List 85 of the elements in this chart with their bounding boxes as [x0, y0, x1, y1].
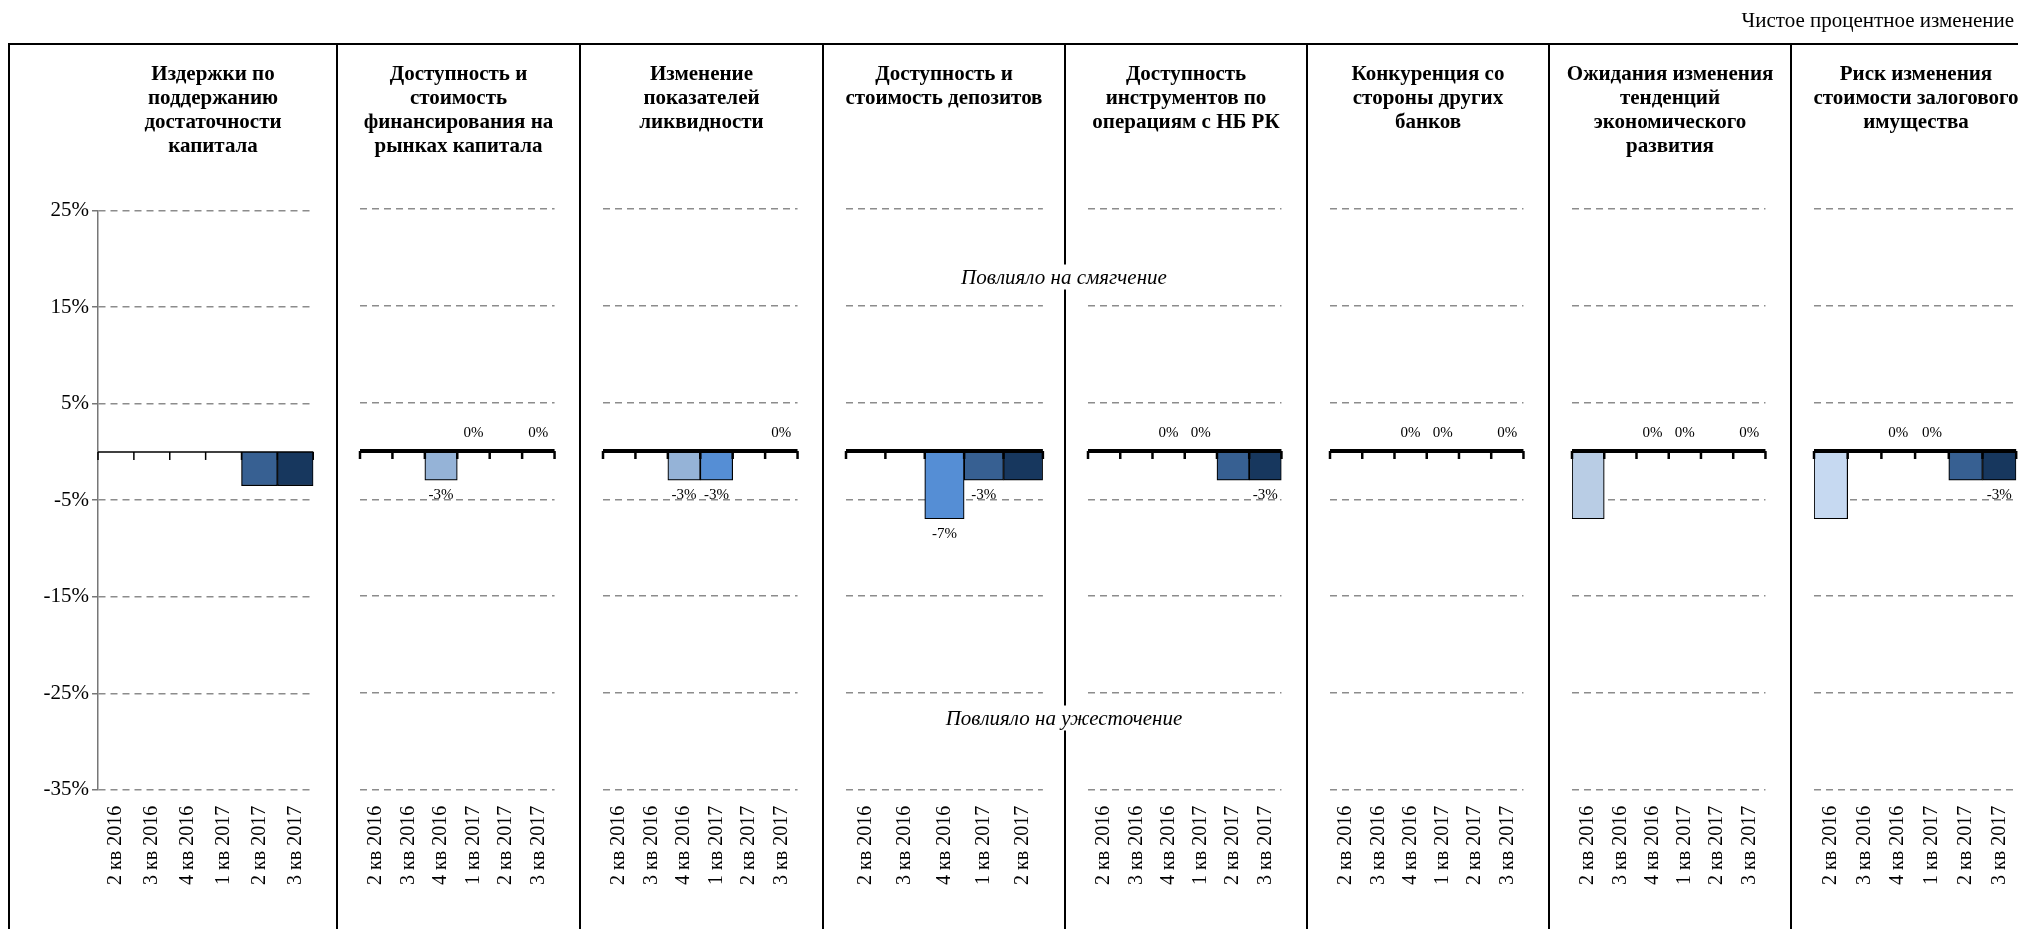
- data-label: -7%: [931, 525, 957, 542]
- chart-title: Доступность и стоимость депозитов: [844, 61, 1044, 109]
- x-tick-label: 4 кв 2016: [931, 805, 954, 886]
- y-tick-label: -25%: [43, 679, 89, 704]
- x-tick-label: 3 кв 2017: [282, 805, 305, 886]
- data-label: 0%: [1921, 424, 1942, 441]
- x-tick-label: 2 кв 2016: [363, 805, 386, 886]
- data-label: 0%: [1432, 424, 1453, 441]
- x-tick-label: 3 кв 2017: [1736, 805, 1759, 886]
- data-label: 0%: [1158, 424, 1179, 441]
- x-tick-label: 4 кв 2016: [1639, 805, 1662, 886]
- data-label: -3%: [1986, 486, 2012, 503]
- data-label: 0%: [1190, 424, 1211, 441]
- x-tick-label: 2 кв 2017: [1462, 805, 1485, 886]
- x-tick-label: 4 кв 2016: [671, 805, 694, 886]
- data-label: -3%: [703, 486, 729, 503]
- annotation: Повлияло на ужесточение: [942, 705, 1186, 731]
- chart-title: Конкуренция со стороны других банков: [1350, 61, 1506, 133]
- y-tick-label: 25%: [50, 197, 89, 222]
- x-tick-label: 3 кв 2016: [139, 805, 162, 886]
- data-label: 0%: [1497, 424, 1518, 441]
- y-tick-label: 5%: [61, 390, 89, 415]
- x-tick-label: 3 кв 2017: [525, 805, 548, 886]
- chart-title: Доступность и стоимость финансирования на рынках капитала: [362, 61, 555, 157]
- x-tick-label: 2 кв 2016: [103, 805, 126, 886]
- data-label: 0%: [463, 424, 484, 441]
- x-tick-label: 2 кв 2016: [606, 805, 629, 886]
- x-tick-label: 4 кв 2016: [428, 805, 451, 886]
- x-tick-label: 1 кв 2017: [210, 805, 233, 886]
- x-tick-label: 3 кв 2017: [1494, 805, 1517, 886]
- x-tick-label: 3 кв 2016: [1607, 805, 1630, 886]
- x-tick-label: 2 кв 2016: [852, 805, 875, 886]
- x-tick-label: 1 кв 2017: [1430, 805, 1453, 886]
- x-tick-label: 2 кв 2016: [1091, 805, 1114, 886]
- x-tick-label: 4 кв 2016: [1155, 805, 1178, 886]
- annotation: Повлияло на смягчение: [958, 264, 1170, 290]
- x-tick-label: 1 кв 2017: [1919, 805, 1942, 886]
- x-tick-label: 2 кв 2017: [1010, 805, 1033, 886]
- x-tick-label: 2 кв 2017: [1220, 805, 1243, 886]
- x-tick-label: 1 кв 2017: [703, 805, 726, 886]
- x-tick-label: 3 кв 2016: [892, 805, 915, 886]
- x-tick-label: 4 кв 2016: [1397, 805, 1420, 886]
- x-tick-label: 3 кв 2017: [1252, 805, 1275, 886]
- chart-title: Доступность инструментов по операциям с НБ РК: [1091, 61, 1281, 133]
- data-label: 0%: [528, 424, 549, 441]
- data-label: 0%: [1739, 424, 1760, 441]
- chart-title: Изменение показателей ликвидности: [638, 61, 765, 133]
- x-tick-label: 2 кв 2017: [736, 805, 759, 886]
- x-tick-label: 1 кв 2017: [460, 805, 483, 886]
- y-tick-label: -5%: [54, 486, 89, 511]
- data-label: 0%: [771, 424, 792, 441]
- data-label: 0%: [1888, 424, 1909, 441]
- x-tick-label: 4 кв 2016: [1885, 805, 1908, 886]
- x-tick-label: 3 кв 2017: [1986, 805, 2009, 886]
- chart-title: Издержки по поддержанию достаточности капитала: [143, 61, 283, 157]
- x-tick-label: 3 кв 2016: [1365, 805, 1388, 886]
- x-tick-label: 2 кв 2017: [246, 805, 269, 886]
- data-label: -3%: [971, 486, 997, 503]
- data-label: 0%: [1400, 424, 1421, 441]
- chart-title: Ожидания изменения тенденций экономического развития: [1565, 61, 1775, 157]
- x-tick-label: 2 кв 2016: [1575, 805, 1598, 886]
- data-label: -3%: [428, 486, 454, 503]
- chart-title: Риск изменения стоимости залогового имущества: [1812, 61, 2018, 133]
- x-tick-label: 2 кв 2016: [1818, 805, 1841, 886]
- x-tick-label: 2 кв 2017: [1952, 805, 1975, 886]
- x-tick-label: 1 кв 2017: [971, 805, 994, 886]
- data-label: 0%: [1674, 424, 1695, 441]
- x-tick-label: 2 кв 2017: [493, 805, 516, 886]
- x-tick-label: 3 кв 2016: [395, 805, 418, 886]
- y-tick-label: -35%: [43, 776, 89, 801]
- data-label: 0%: [1642, 424, 1663, 441]
- y-tick-label: 15%: [50, 293, 89, 318]
- x-tick-label: 3 кв 2016: [638, 805, 661, 886]
- x-tick-label: 2 кв 2016: [1333, 805, 1356, 886]
- x-tick-label: 1 кв 2017: [1188, 805, 1211, 886]
- text: Чистое процентное изменение: [1741, 8, 2014, 33]
- data-label: -3%: [1252, 486, 1278, 503]
- x-tick-label: 3 кв 2016: [1123, 805, 1146, 886]
- data-label: -3%: [671, 486, 697, 503]
- x-tick-label: 4 кв 2016: [174, 805, 197, 886]
- x-tick-label: 3 кв 2016: [1851, 805, 1874, 886]
- y-tick-label: -15%: [43, 583, 89, 608]
- x-tick-label: 2 кв 2017: [1704, 805, 1727, 886]
- x-tick-label: 1 кв 2017: [1672, 805, 1695, 886]
- x-tick-label: 3 кв 2017: [768, 805, 791, 886]
